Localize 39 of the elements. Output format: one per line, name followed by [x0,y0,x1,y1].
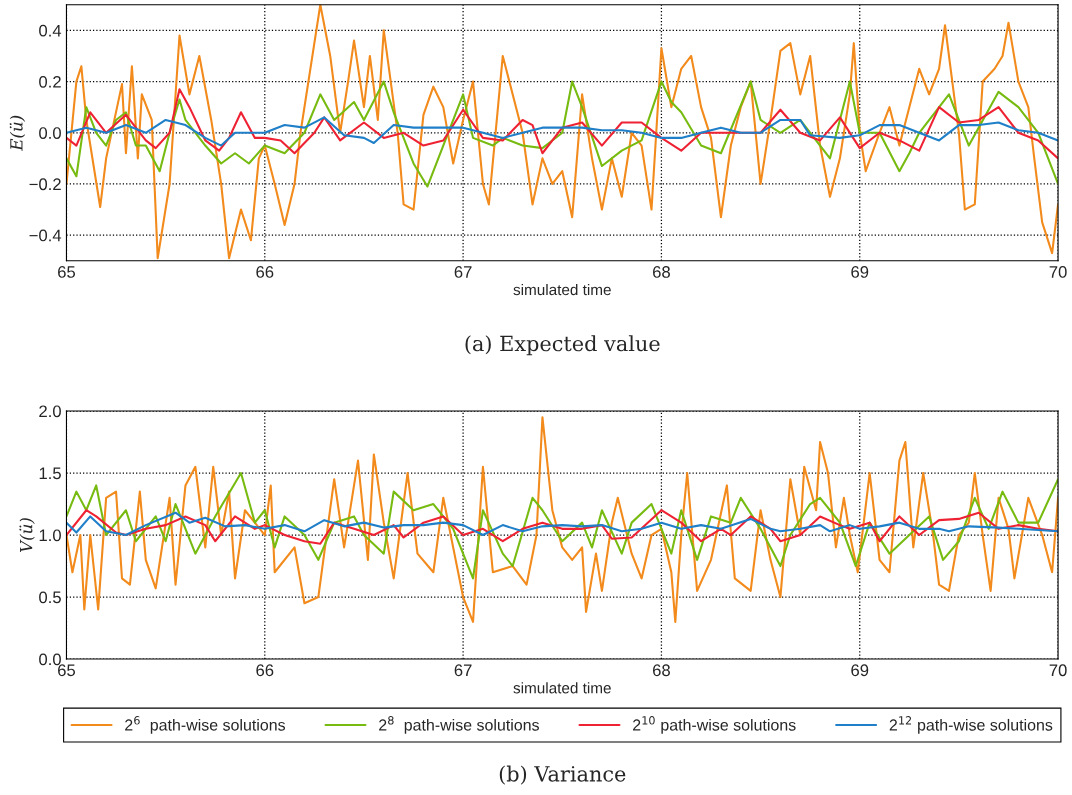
x-tick-label: 70 [1049,664,1067,677]
x-tick-label: 67 [454,664,472,677]
x-axis-title: simulated time [513,283,611,296]
legend-label: 2$^{10}$ path-wise solutions [633,716,796,734]
y-axis-title: E(ü) [9,115,26,151]
line-series [66,471,1059,580]
line-series [66,80,1059,188]
y-tick-label: 0.4 [39,24,62,37]
x-tick-label: 69 [851,266,869,278]
legend-label: 2$^{6}$ path-wise solutions [125,716,286,734]
y-tick-label: −0.2 [29,178,61,191]
x-tick-label: 69 [851,664,869,677]
x-tick-label: 68 [653,664,670,677]
y-tick-label: 0.0 [39,653,61,666]
y-tick-label: 1.0 [39,529,61,542]
y-axis-title: V(ü) [19,518,35,553]
y-tick-label: 0.0 [39,127,61,139]
legend-label: 2$^{12}$ path-wise solutions [889,716,1053,734]
legend-label: 2$^{8}$ path-wise solutions [379,716,539,734]
x-tick-label: 70 [1049,266,1067,278]
text: (b) Variance [499,765,626,785]
line-series [66,88,1059,160]
x-tick-label: 65 [58,266,76,278]
x-tick-label: 65 [58,664,76,677]
y-tick-label: 1.5 [39,467,61,480]
x-tick-label: 68 [653,266,670,278]
x-tick-label: 66 [256,266,274,278]
y-tick-label: 0.2 [39,75,61,88]
text: (a) Expected value [465,335,660,356]
x-axis-title: simulated time [513,682,611,694]
x-tick-label: 66 [256,664,274,677]
y-tick-label: 2.0 [39,405,61,418]
line-series [66,116,1059,147]
y-tick-label: −0.4 [29,229,62,242]
x-tick-label: 67 [454,266,472,278]
y-tick-label: 0.5 [39,591,61,604]
line-series [66,416,1059,623]
line-series [66,511,1059,537]
line-series [66,4,1059,260]
